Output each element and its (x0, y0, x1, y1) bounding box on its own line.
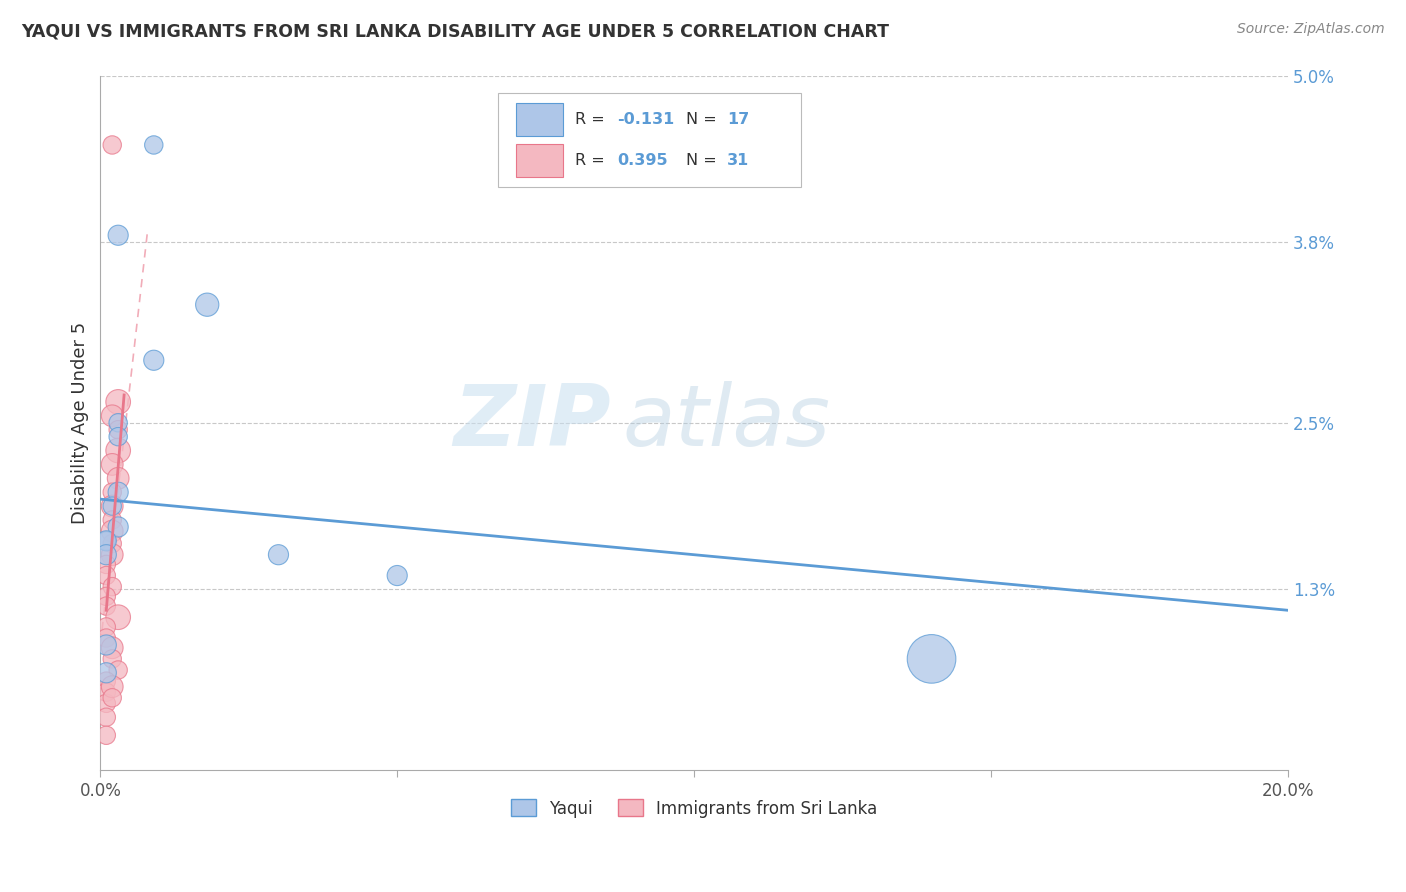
FancyBboxPatch shape (516, 144, 564, 177)
Point (107, 423, 129, 437)
Point (101, 409, 124, 423)
Point (101, 680, 124, 694)
Point (107, 520, 129, 534)
Point (101, 458, 124, 472)
Text: atlas: atlas (623, 381, 831, 464)
Point (96, 631, 118, 645)
Point (96, 638, 118, 652)
Point (96, 685, 118, 699)
Point (142, 138, 165, 153)
Point (96, 533, 118, 548)
Text: 31: 31 (727, 153, 749, 168)
Point (96, 599, 118, 613)
Point (96, 620, 118, 634)
Point (96, 533, 118, 548)
Y-axis label: Disability Age Under 5: Disability Age Under 5 (72, 322, 89, 524)
Point (101, 548, 124, 562)
Point (101, 138, 124, 153)
Point (101, 652, 124, 666)
Text: 17: 17 (727, 112, 749, 127)
Text: -0.131: -0.131 (617, 112, 673, 127)
Point (107, 430, 129, 444)
Point (96, 590, 118, 604)
Text: ZIP: ZIP (453, 381, 612, 464)
Point (107, 663, 129, 677)
Point (96, 548, 118, 562)
Text: R =: R = (575, 112, 610, 127)
FancyBboxPatch shape (498, 93, 801, 186)
Text: N =: N = (686, 153, 721, 168)
Point (101, 580, 124, 594)
Point (96, 710, 118, 724)
Point (107, 471, 129, 485)
Text: Source: ZipAtlas.com: Source: ZipAtlas.com (1237, 22, 1385, 37)
Point (101, 524, 124, 538)
Point (107, 395, 129, 409)
Point (101, 536, 124, 550)
Text: N =: N = (686, 112, 721, 127)
Point (101, 499, 124, 513)
Point (96, 568, 118, 582)
Point (96, 558, 118, 572)
FancyBboxPatch shape (516, 103, 564, 136)
Point (267, 548, 290, 562)
Point (107, 485, 129, 500)
Point (195, 298, 218, 312)
Point (107, 416, 129, 430)
Point (96, 728, 118, 742)
Point (96, 665, 118, 680)
Text: 0.395: 0.395 (617, 153, 668, 168)
Point (142, 353, 165, 368)
Point (101, 513, 124, 527)
Point (921, 652, 943, 666)
Point (101, 499, 124, 513)
Point (387, 568, 409, 582)
Text: YAQUI VS IMMIGRANTS FROM SRI LANKA DISABILITY AGE UNDER 5 CORRELATION CHART: YAQUI VS IMMIGRANTS FROM SRI LANKA DISAB… (21, 22, 889, 40)
Point (96, 696, 118, 710)
Point (101, 640, 124, 655)
Point (96, 674, 118, 689)
Point (107, 443, 129, 458)
Legend: Yaqui, Immigrants from Sri Lanka: Yaqui, Immigrants from Sri Lanka (505, 793, 884, 824)
Point (107, 228, 129, 243)
Point (101, 690, 124, 705)
Point (107, 610, 129, 624)
Text: R =: R = (575, 153, 610, 168)
Point (101, 485, 124, 500)
